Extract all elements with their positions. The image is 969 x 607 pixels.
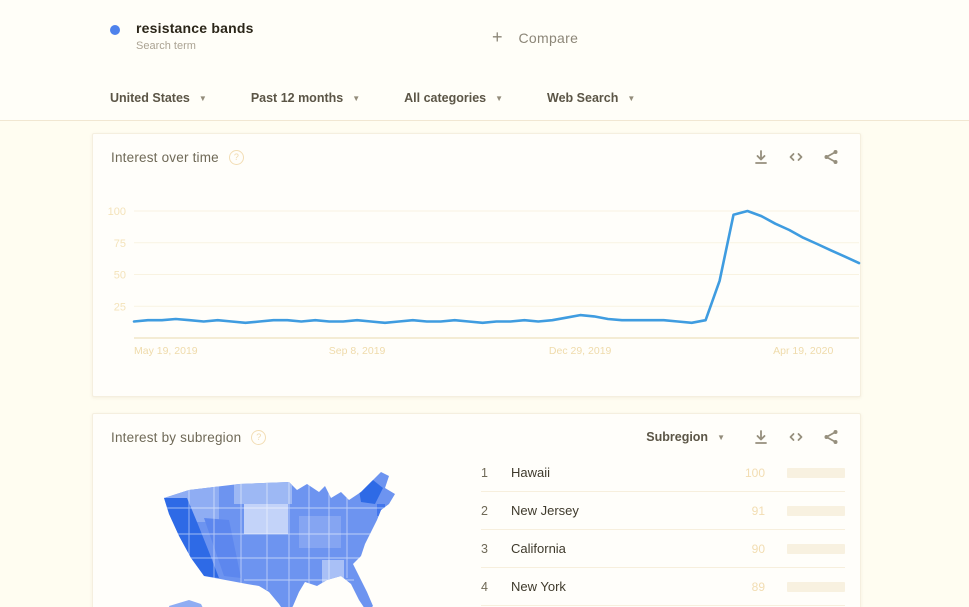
subregion-row-hawaii[interactable]: 1 Hawaii 100 — [481, 454, 845, 492]
plus-icon: + — [492, 27, 503, 47]
svg-text:50: 50 — [114, 270, 126, 282]
search-term-label: resistance bands — [136, 20, 254, 36]
us-choropleth-map[interactable] — [149, 458, 449, 607]
subregion-row-california[interactable]: 3 California 90 — [481, 530, 845, 568]
rank: 3 — [481, 541, 488, 556]
svg-text:100: 100 — [108, 206, 126, 218]
rank: 2 — [481, 503, 488, 518]
filter-dropdown-past-12-months[interactable]: Past 12 months ▼ — [250, 91, 361, 105]
svg-text:Apr 19, 2020: Apr 19, 2020 — [773, 345, 833, 357]
embed-icon[interactable] — [787, 148, 805, 166]
interest-by-subregion-card: Interest by subregion ? Subregion ▼ — [92, 413, 861, 607]
svg-text:75: 75 — [114, 238, 126, 250]
embed-icon[interactable] — [787, 428, 805, 446]
chevron-down-icon: ▼ — [627, 93, 636, 103]
rank: 4 — [481, 579, 488, 594]
filter-dropdown-united-states[interactable]: United States ▼ — [110, 91, 207, 105]
region-value: 90 — [751, 541, 765, 556]
region-name: Hawaii — [511, 465, 551, 480]
region-bar — [787, 467, 845, 478]
subregion-row-new-york[interactable]: 4 New York 89 — [481, 568, 845, 606]
chevron-down-icon: ▼ — [198, 93, 207, 103]
region-value: 100 — [744, 465, 765, 480]
download-icon[interactable] — [752, 428, 770, 446]
alaska-shape — [169, 600, 203, 607]
region-name: New Jersey — [511, 503, 579, 518]
interest-by-subregion-title: Interest by subregion — [111, 429, 242, 445]
interest-over-time-title: Interest over time — [111, 149, 219, 165]
filter-dropdown-all-categories[interactable]: All categories ▼ — [404, 91, 504, 105]
region-bar — [787, 543, 845, 554]
region-value: 89 — [751, 579, 765, 594]
subregion-ranking-list: 1 Hawaii 100 2 New Jersey 91 3 California 90 4 New… — [481, 454, 845, 606]
interest-over-time-chart[interactable]: 25 50 75 100 May 19, 2019 Sep 8, 2019 Dec 29, … — [93, 196, 862, 374]
rank: 1 — [481, 465, 488, 480]
region-name: New York — [511, 579, 566, 594]
svg-text:25: 25 — [114, 301, 126, 313]
chevron-down-icon: ▼ — [495, 93, 504, 103]
explore-header: resistance bands Search term + Compare U… — [0, 0, 969, 121]
region-bar — [787, 505, 845, 516]
help-icon[interactable]: ? — [251, 429, 267, 445]
chevron-down-icon: ▼ — [352, 93, 361, 103]
download-icon[interactable] — [752, 148, 770, 166]
svg-text:Dec 29, 2019: Dec 29, 2019 — [549, 345, 612, 357]
series-color-dot — [110, 25, 120, 35]
filter-bar: United States ▼ Past 12 months ▼ All categor… — [110, 91, 679, 105]
search-term-type: Search term — [136, 40, 196, 52]
help-icon[interactable]: ? — [228, 149, 244, 165]
chevron-down-icon: ▼ — [717, 432, 725, 442]
svg-text:Sep 8, 2019: Sep 8, 2019 — [329, 345, 386, 357]
trend-line — [132, 209, 861, 325]
interest-over-time-card: Interest over time ? 25 50 75 100 May 19, 20… — [92, 133, 861, 397]
filter-dropdown-web-search[interactable]: Web Search ▼ — [547, 91, 636, 105]
subregion-dropdown[interactable]: Subregion ▼ — [646, 430, 725, 444]
share-icon[interactable] — [822, 148, 840, 166]
search-term-chip[interactable]: resistance bands Search term — [110, 20, 254, 52]
region-value: 91 — [751, 503, 765, 518]
share-icon[interactable] — [822, 428, 840, 446]
region-bar — [787, 581, 845, 592]
region-name: California — [511, 541, 566, 556]
compare-button[interactable]: + Compare — [492, 27, 579, 47]
svg-text:May 19, 2019: May 19, 2019 — [134, 345, 198, 357]
subregion-row-new-jersey[interactable]: 2 New Jersey 91 — [481, 492, 845, 530]
